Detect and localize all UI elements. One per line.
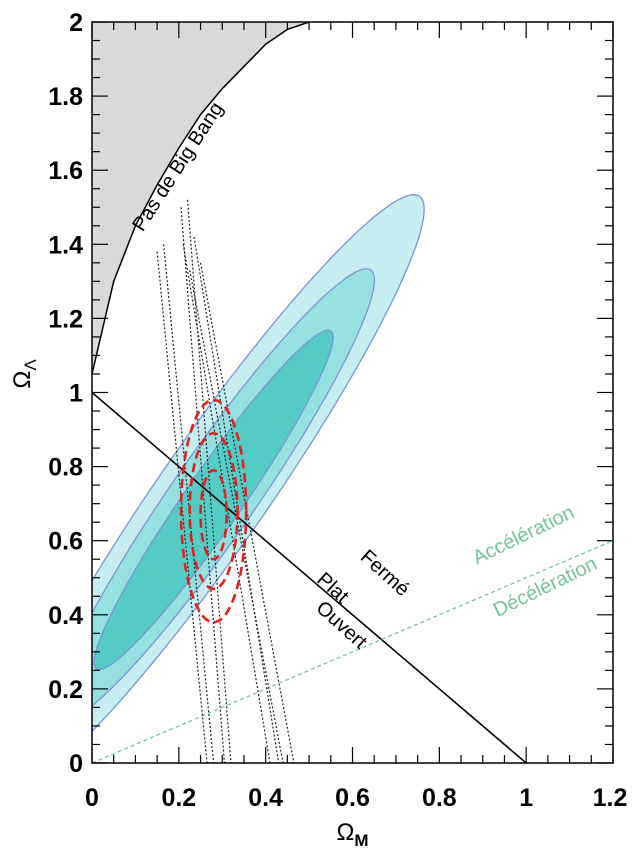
y-tick-labels: 0 0.2 0.4 0.6 0.8 1 1.2 1.4 1.6 1.8 2 (48, 9, 83, 778)
no-big-bang-region-layer (92, 22, 310, 375)
cluster-band-line-8 (199, 262, 295, 763)
cluster-band-line-7 (189, 270, 284, 763)
y-tick-label: 1 (69, 380, 83, 408)
deceleration-label: Décélération (490, 553, 601, 622)
red-contour-1sigma (199, 469, 228, 561)
closed-label: Fermé (356, 546, 414, 601)
no-big-bang-region (92, 22, 310, 374)
cluster-band-line-2 (163, 244, 215, 763)
x-tick-label: 0.2 (161, 784, 196, 812)
y-tick-label: 1.4 (48, 231, 83, 259)
x-tick-label: 0.4 (248, 784, 283, 812)
reference-lines-layer (92, 391, 613, 763)
x-tick-label: 1 (519, 784, 533, 812)
axis-ticks (91, 21, 614, 764)
x-tick-label: 0 (85, 784, 99, 812)
y-tick-label: 0.8 (48, 454, 83, 482)
cluster-band-line-3 (180, 207, 226, 763)
y-tick-label: 1.8 (48, 83, 83, 111)
y-tick-label: 2 (69, 9, 83, 37)
y-tick-label: 0.6 (48, 528, 83, 556)
cmb-contours-layer (179, 398, 248, 624)
cluster-band-line-6 (193, 236, 280, 763)
y-tick-label: 0.2 (48, 676, 83, 704)
y-tick-label: 1.6 (48, 157, 83, 185)
y-tick-label: 1.2 (48, 305, 83, 333)
x-axis-title: ΩM (336, 819, 368, 850)
acceleration-line (92, 540, 613, 763)
y-tick-label: 0.4 (48, 602, 83, 630)
supernova-contours-layer (92, 194, 425, 733)
no-big-bang-boundary (92, 22, 310, 375)
acceleration-label: Accélération (469, 501, 578, 569)
x-tick-label: 0.6 (335, 784, 370, 812)
red-contour-3sigma (179, 398, 248, 624)
y-axis-title: ΩΛ (9, 359, 40, 389)
x-tick-label: 1.2 (593, 784, 628, 812)
x-tick-labels: 0 0.2 0.4 0.6 0.8 1 1.2 (85, 784, 627, 812)
x-tick-label: 0.8 (422, 784, 457, 812)
flat-universe-line (92, 391, 527, 763)
y-tick-label: 0 (69, 750, 83, 778)
red-contour-2sigma (188, 431, 239, 591)
supernova-contour-1sigma (93, 329, 334, 671)
